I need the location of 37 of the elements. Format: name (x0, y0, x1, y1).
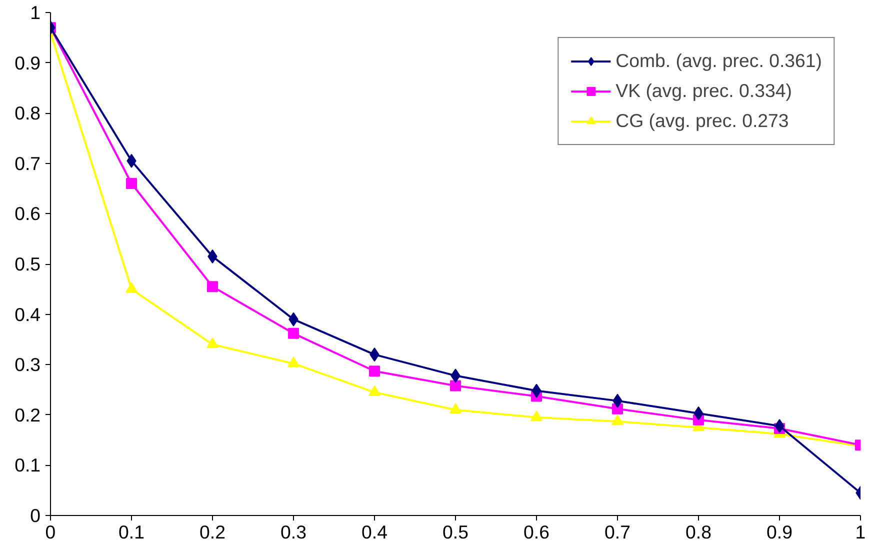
x-tick-label: 0.6 (524, 522, 550, 542)
x-tick-label: 0.8 (686, 522, 712, 542)
x-tick-label: 0 (45, 522, 56, 542)
y-tick-label: 0.7 (14, 152, 41, 174)
point (288, 356, 300, 368)
y-tick-label: 0.9 (14, 52, 41, 74)
y-tick-label: 0.4 (14, 304, 41, 325)
point (288, 328, 299, 339)
y-tick-label: 0.1 (14, 454, 41, 476)
x-tick-label: 0.7 (604, 522, 630, 542)
point (126, 178, 137, 190)
point (206, 338, 218, 348)
x-tick-label: 1 (855, 522, 866, 542)
point (126, 282, 138, 293)
y-tick-label: 0.5 (14, 254, 41, 274)
x-tick-label: 0.3 (280, 522, 306, 542)
y-tick-label: 0.6 (14, 203, 41, 224)
legend-label: CG (avg. prec. 0.273 (616, 110, 789, 132)
y-tick-label: 0 (30, 505, 41, 526)
point (207, 281, 218, 292)
x-tick-label: 0.4 (362, 522, 388, 542)
x-tick-label: 0.9 (766, 522, 792, 542)
point (450, 380, 461, 392)
point (368, 385, 380, 396)
y-tick-label: 0.3 (14, 354, 41, 376)
x-tick-label: 0.5 (442, 522, 468, 542)
x-tick-label: 0.2 (200, 522, 226, 542)
y-tick-label: 1 (30, 2, 41, 23)
point (612, 414, 624, 426)
point (530, 410, 542, 422)
point (369, 366, 380, 377)
y-tick-label: 0.8 (14, 102, 41, 124)
x-tick-label: 0.1 (118, 522, 144, 542)
legend-label: VK (avg. prec. 0.334) (616, 80, 792, 102)
y-tick-label: 0.2 (14, 404, 41, 426)
legend-label: Comb. (avg. prec. 0.361) (616, 50, 822, 72)
point (450, 403, 462, 414)
